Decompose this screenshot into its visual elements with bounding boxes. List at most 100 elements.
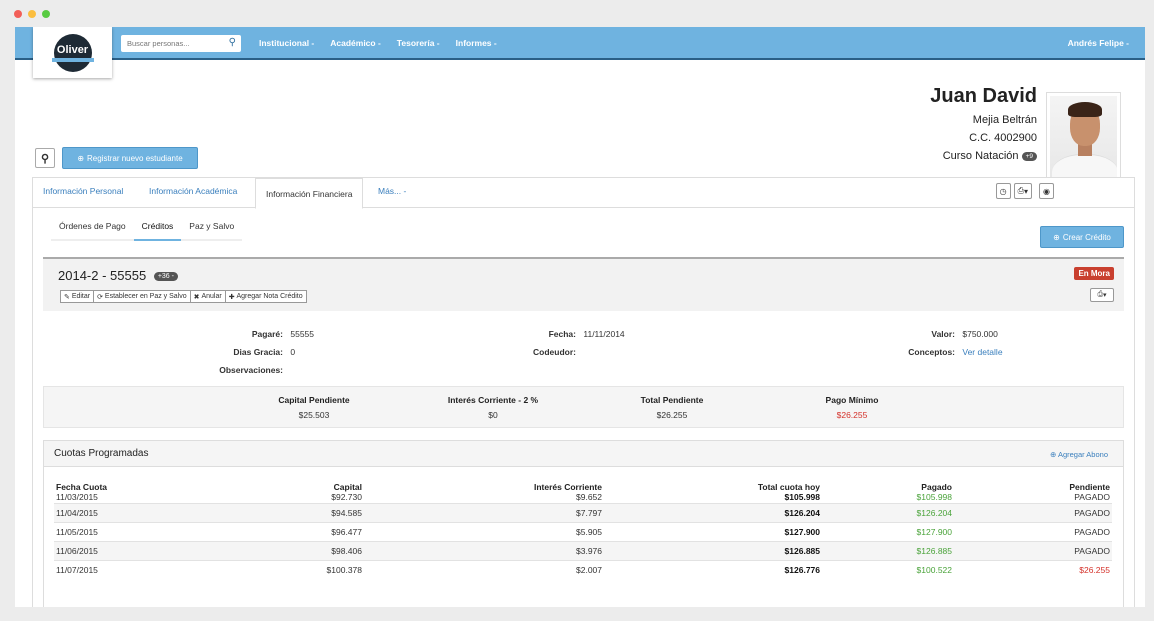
col-pagado: Pagado — [921, 481, 952, 492]
cuotas-header: Cuotas Programadas ⊕ Agregar Abono — [44, 441, 1123, 467]
tab-financiera[interactable]: Información Financiera — [255, 178, 364, 209]
logo-text: Oliver — [56, 43, 89, 56]
cell-interes: $3.976 — [364, 540, 604, 560]
anular-label: Anular — [201, 293, 222, 300]
plus-circle-icon: ⊕ — [77, 153, 85, 163]
student-first-name: Juan David — [930, 85, 1037, 107]
menu-informes[interactable]: Informes - — [455, 38, 497, 48]
tab-mas[interactable]: Más... - — [378, 186, 407, 196]
col-capital: Capital — [333, 481, 362, 492]
course-count-badge[interactable]: +9 — [1021, 151, 1037, 161]
search-input[interactable]: Buscar personas... ⚲ — [121, 35, 241, 52]
summary-value: $25.503 — [298, 410, 330, 420]
credit-print-dropdown[interactable]: ⎙ ▾ — [1090, 288, 1114, 302]
menu-academico[interactable]: Académico - — [330, 38, 381, 48]
create-credit-label: Crear Crédito — [1062, 232, 1111, 242]
credit-count-badge[interactable]: +36 - — [153, 272, 178, 282]
cell-interes: $5.905 — [364, 521, 604, 541]
printer-icon: ⎙ — [1097, 291, 1104, 298]
user-menu[interactable]: Andrés Felipe - — [1067, 38, 1129, 48]
capital-pendiente: Capital Pendiente $25.503 — [264, 395, 364, 420]
app-window: Buscar personas... ⚲ Institucional - Aca… — [15, 27, 1145, 607]
history-button[interactable]: ◷ — [995, 183, 1011, 199]
create-credit-button[interactable]: ⊕ Crear Crédito — [1040, 226, 1124, 248]
table-row: 11/03/2015 $92.730 $9.652 $105.998 $105.… — [54, 492, 1112, 503]
cuotas-table: Fecha Cuota Capital Interés Corriente To… — [54, 481, 1112, 579]
anular-button[interactable]: ✖ Anular — [189, 290, 226, 303]
magnifier-icon: ⚲ — [40, 152, 50, 165]
student-search-button[interactable]: ⚲ — [35, 148, 55, 168]
menu-tesoreria[interactable]: Tesorería - — [396, 38, 440, 48]
top-navbar: Buscar personas... ⚲ Institucional - Aca… — [15, 27, 1145, 60]
maximize-window-dot[interactable] — [42, 10, 50, 18]
edit-button[interactable]: ✎ Editar — [60, 290, 95, 303]
menu-institucional[interactable]: Institucional - — [259, 38, 315, 48]
valor-value: $750.000 — [962, 329, 998, 339]
status-badge: En Mora — [1074, 267, 1114, 280]
summary-value: $26.255 — [836, 410, 868, 420]
main-menu: Institucional - Académico - Tesorería - … — [259, 38, 497, 48]
cell-pagado: $105.998 — [916, 492, 952, 503]
cell-total: $126.776 — [604, 559, 822, 579]
clock-icon: ◷ — [999, 186, 1007, 196]
cell-interes: $2.007 — [364, 559, 604, 579]
add-abono-button[interactable]: ⊕ Agregar Abono — [1050, 450, 1108, 459]
cell-total: $126.885 — [604, 540, 822, 560]
cell-interes: $7.797 — [364, 502, 604, 522]
pago-minimo: Pago Mínimo $26.255 — [802, 395, 902, 420]
credit-info-right: Valor: $750.000 Conceptos: Ver detalle — [893, 325, 1003, 361]
subtab-ordenes[interactable]: Órdenes de Pago — [51, 221, 134, 241]
subtab-creditos[interactable]: Créditos — [133, 221, 182, 241]
cell-fecha: 11/05/2015 — [54, 521, 174, 541]
cell-fecha: 11/03/2015 — [56, 492, 98, 503]
main-panel: Información Personal Información Académi… — [32, 177, 1135, 607]
col-pendiente: Pendiente — [1069, 481, 1110, 492]
add-abono-label: Agregar Abono — [1057, 450, 1108, 459]
codeudor-label: Codeudor: — [533, 347, 576, 357]
window-controls — [14, 10, 50, 18]
cell-capital: $96.477 — [174, 521, 364, 541]
tab-academica[interactable]: Información Académica — [149, 186, 238, 196]
logo[interactable]: Oliver — [33, 27, 112, 78]
cell-total: $126.204 — [604, 502, 822, 522]
col-fecha: Fecha Cuota — [56, 481, 108, 492]
register-student-button[interactable]: ⊕ Registrar nuevo estudiante — [62, 147, 198, 169]
search-placeholder: Buscar personas... — [127, 39, 190, 48]
credit-title: 2014-2 - 55555 +36 - — [58, 268, 178, 283]
plus-circle-icon: ⊕ — [1053, 232, 1060, 242]
student-photo — [1046, 92, 1121, 190]
tab-personal[interactable]: Información Personal — [43, 186, 124, 196]
plus-circle-icon: ⊕ — [1049, 450, 1057, 459]
nota-credito-button[interactable]: ✚ Agregar Nota Crédito — [224, 290, 307, 303]
refresh-icon: ⟳ — [97, 293, 105, 301]
cell-fecha: 11/04/2015 — [54, 502, 174, 522]
profile-tools: ◷ ⎙ ▾ ◉ — [995, 183, 1054, 199]
search-icon[interactable]: ⚲ — [228, 37, 236, 48]
summary-label: Interés Corriente - 2 % — [447, 395, 539, 405]
paz-salvo-label: Establecer en Paz y Salvo — [104, 293, 187, 300]
pagare-label: Pagaré: — [251, 329, 283, 339]
fecha-value: 11/11/2014 — [583, 329, 625, 339]
cell-pendiente: PAGADO — [954, 540, 1112, 560]
credit-actions: ✎ Editar ⟳ Establecer en Paz y Salvo ✖ A… — [60, 290, 307, 303]
summary-value: $0 — [488, 410, 498, 420]
cell-pagado: $126.204 — [822, 502, 954, 522]
camera-button[interactable]: ◉ — [1039, 183, 1054, 199]
paz-salvo-button[interactable]: ⟳ Establecer en Paz y Salvo — [93, 290, 191, 303]
interes-corriente: Interés Corriente - 2 % $0 — [428, 395, 558, 420]
pencil-icon: ✎ — [64, 293, 72, 301]
credit-info-middle: Fecha: 11/11/2014 Codeudor: — [493, 325, 625, 361]
observaciones-label: Observaciones: — [219, 365, 283, 375]
profile-tabs: Información Personal Información Académi… — [33, 178, 1134, 209]
close-window-dot[interactable] — [14, 10, 22, 18]
total-pendiente: Total Pendiente $26.255 — [622, 395, 722, 420]
dias-gracia-label: Dias Gracia: — [233, 347, 283, 357]
ver-detalle-link[interactable]: Ver detalle — [962, 347, 1003, 357]
student-profile: Juan David Mejia Beltrán C.C. 4002900 Cu… — [930, 85, 1037, 162]
print-dropdown[interactable]: ⎙ ▾ — [1013, 183, 1033, 199]
minimize-window-dot[interactable] — [28, 10, 36, 18]
dias-gracia-value: 0 — [290, 347, 296, 357]
cell-capital: $92.730 — [331, 492, 362, 503]
subtab-paz-salvo[interactable]: Paz y Salvo — [181, 221, 243, 241]
table-row: 11/06/2015 $98.406 $3.976 $126.885 $126.… — [54, 540, 1112, 560]
